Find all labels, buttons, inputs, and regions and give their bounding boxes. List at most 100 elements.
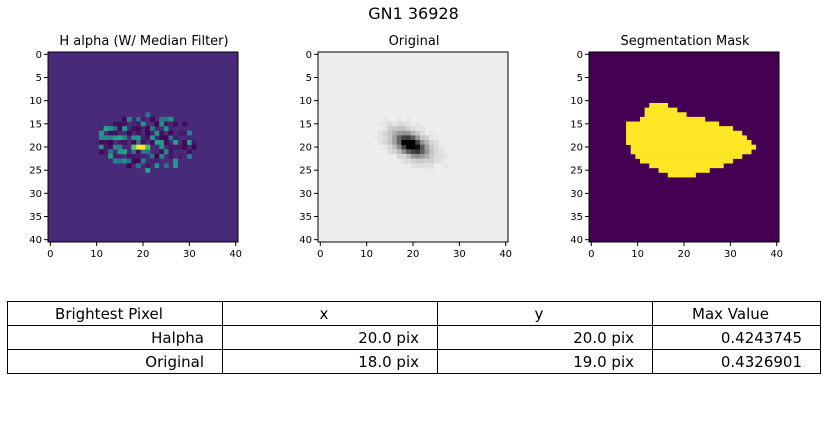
original-pixel bbox=[438, 149, 444, 155]
original-pixel bbox=[396, 135, 402, 141]
mask-pixel bbox=[746, 149, 752, 155]
halpha-pixel bbox=[182, 153, 188, 159]
halpha-pixel bbox=[126, 153, 132, 159]
halpha-ytick-label: 10 bbox=[29, 96, 42, 107]
halpha-pixel bbox=[177, 144, 183, 150]
halpha-pixel bbox=[122, 121, 128, 127]
original-pixel bbox=[392, 130, 398, 136]
mask-ytick-label: 10 bbox=[570, 96, 583, 107]
original-pixel bbox=[443, 153, 449, 159]
original-pixel bbox=[406, 140, 411, 145]
halpha-pixel bbox=[154, 121, 160, 127]
halpha-pixel bbox=[117, 126, 123, 132]
original-pixel bbox=[424, 135, 430, 141]
halpha-pixel bbox=[149, 140, 155, 145]
halpha-pixel bbox=[126, 163, 132, 169]
original-pixel bbox=[433, 144, 439, 150]
header-x: x bbox=[222, 301, 438, 326]
mask-xtick-label: 20 bbox=[678, 249, 691, 260]
halpha-pixel bbox=[154, 140, 160, 145]
halpha-pixel bbox=[149, 158, 155, 164]
header-max-value: Max Value bbox=[652, 301, 821, 326]
original-pixel bbox=[387, 135, 393, 141]
original-pixel bbox=[401, 158, 407, 164]
mask-pixel bbox=[746, 140, 752, 145]
original-pixel bbox=[378, 135, 384, 141]
original-pixel bbox=[382, 126, 388, 132]
halpha-pixel bbox=[159, 116, 165, 122]
halpha-pixel bbox=[182, 130, 188, 136]
halpha-pixel bbox=[149, 130, 155, 136]
halpha-pixel bbox=[168, 116, 174, 122]
original-pixel bbox=[396, 153, 402, 159]
halpha-pixel bbox=[122, 126, 128, 132]
original-ytick-label: 0 bbox=[306, 50, 312, 61]
halpha-ytick-label: 0 bbox=[36, 50, 42, 61]
mask-xtick-label: 40 bbox=[770, 249, 783, 260]
original-pixel bbox=[419, 158, 425, 164]
mask-ytick-label: 15 bbox=[570, 119, 583, 130]
halpha-pixel bbox=[108, 158, 114, 164]
halpha-pixel bbox=[131, 153, 137, 159]
original-pixel bbox=[406, 153, 411, 159]
original-pixel bbox=[410, 126, 416, 132]
table-row: Original 18.0 pix 19.0 pix 0.4326901 bbox=[7, 349, 821, 374]
original-pixel bbox=[424, 149, 430, 155]
mask-xtick-label: 10 bbox=[631, 249, 644, 260]
halpha-pixel bbox=[154, 158, 160, 164]
original-pixel bbox=[401, 149, 407, 155]
original-pixel bbox=[378, 130, 384, 136]
original-pixel bbox=[401, 121, 407, 127]
halpha-pixel bbox=[140, 116, 146, 122]
original-pixel bbox=[378, 121, 384, 127]
original-pixel bbox=[392, 140, 398, 145]
original-pixel bbox=[396, 130, 402, 136]
halpha-pixel bbox=[182, 135, 188, 141]
original-pixel bbox=[415, 135, 421, 141]
original-pixel bbox=[415, 144, 421, 150]
halpha-pixel bbox=[154, 153, 160, 159]
halpha-pixel bbox=[173, 163, 179, 169]
halpha-pixel bbox=[126, 116, 132, 122]
mask-row bbox=[658, 167, 710, 173]
halpha-pixel bbox=[140, 121, 146, 127]
original-pixel bbox=[401, 126, 407, 132]
halpha-pixel bbox=[117, 158, 123, 164]
halpha-pixel bbox=[136, 153, 141, 159]
original-pixel bbox=[406, 126, 411, 132]
halpha-xtick-label: 20 bbox=[137, 249, 150, 260]
halpha-pixel bbox=[98, 140, 104, 145]
halpha-ytick-label: 5 bbox=[36, 73, 42, 84]
halpha-pixel bbox=[159, 144, 165, 150]
mask-row bbox=[649, 163, 724, 169]
halpha-pixel bbox=[145, 135, 151, 141]
original-pixel bbox=[401, 135, 407, 141]
original-pixel bbox=[438, 153, 444, 159]
halpha-pixel bbox=[177, 153, 183, 159]
original-pixel bbox=[410, 149, 416, 155]
halpha-pixel bbox=[103, 153, 109, 159]
halpha-pixel bbox=[159, 149, 165, 155]
halpha-pixel bbox=[191, 140, 197, 145]
halpha-pixel bbox=[163, 140, 169, 145]
mask-row bbox=[626, 130, 743, 136]
mask-ytick-label: 40 bbox=[570, 235, 583, 246]
halpha-xtick-label: 0 bbox=[47, 249, 53, 260]
original-pixel bbox=[415, 163, 421, 169]
halpha-pixel bbox=[108, 135, 114, 141]
original-pixel bbox=[387, 121, 393, 127]
original-pixel bbox=[387, 140, 393, 145]
halpha-pixel bbox=[136, 121, 141, 127]
original-pixel bbox=[415, 140, 421, 145]
original-xtick-label: 40 bbox=[499, 249, 512, 260]
halpha-pixel bbox=[117, 135, 123, 141]
cell-y: 19.0 pix bbox=[437, 349, 653, 374]
halpha-pixel bbox=[159, 121, 165, 127]
halpha-pixel bbox=[140, 135, 146, 141]
halpha-pixel bbox=[145, 130, 151, 136]
halpha-ytick-label: 40 bbox=[29, 235, 42, 246]
halpha-pixel bbox=[131, 140, 137, 145]
figure-title: GN1 36928 bbox=[368, 4, 459, 23]
halpha-pixel bbox=[140, 126, 146, 132]
halpha-pixel bbox=[145, 167, 151, 173]
